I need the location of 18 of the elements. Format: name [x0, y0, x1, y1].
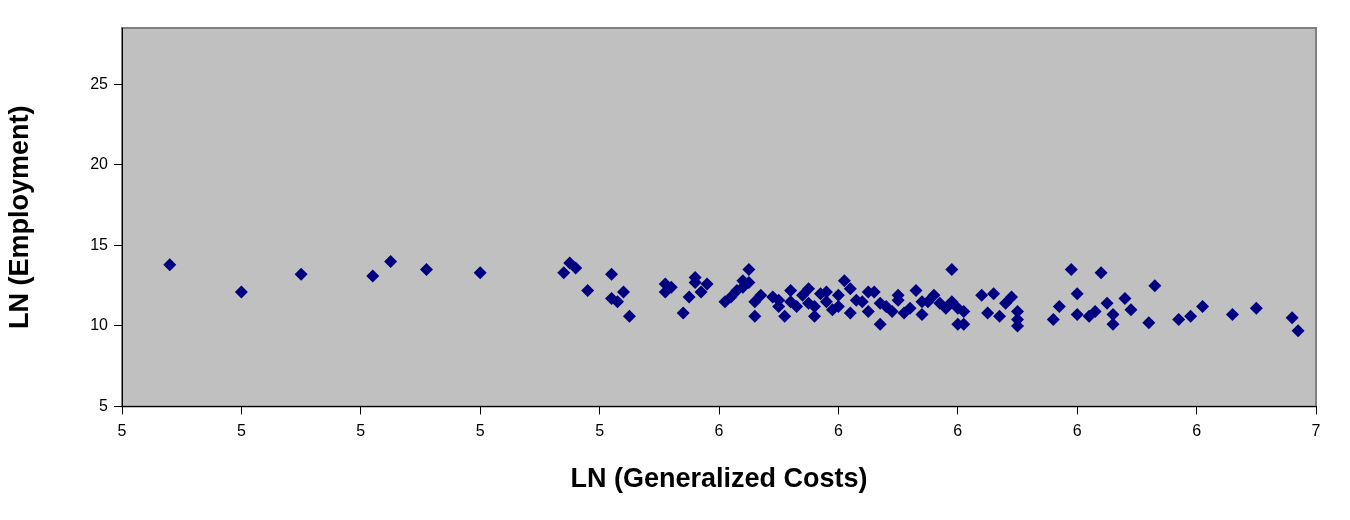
x-tick-label: 7 — [1311, 422, 1321, 440]
x-tick-label: 6 — [1192, 422, 1202, 440]
x-axis-title: LN (Generalized Costs) — [570, 463, 868, 494]
y-tick-label: 5 — [99, 396, 109, 414]
x-tick-label: 5 — [117, 422, 127, 440]
x-tick-label: 6 — [833, 422, 843, 440]
x-tick-label: 6 — [953, 422, 963, 440]
x-tick-label: 6 — [714, 422, 724, 440]
x-tick-label: 5 — [236, 422, 246, 440]
y-tick-label: 25 — [90, 74, 109, 92]
x-tick-label: 6 — [1072, 422, 1082, 440]
y-tick-label: 20 — [90, 155, 109, 173]
y-tick-label: 15 — [90, 235, 109, 253]
x-tick-label: 5 — [475, 422, 485, 440]
x-tick-label: 5 — [595, 422, 605, 440]
x-tick-label: 5 — [356, 422, 366, 440]
y-axis-title: LN (Employment) — [3, 105, 34, 329]
y-tick-label: 10 — [90, 316, 109, 334]
